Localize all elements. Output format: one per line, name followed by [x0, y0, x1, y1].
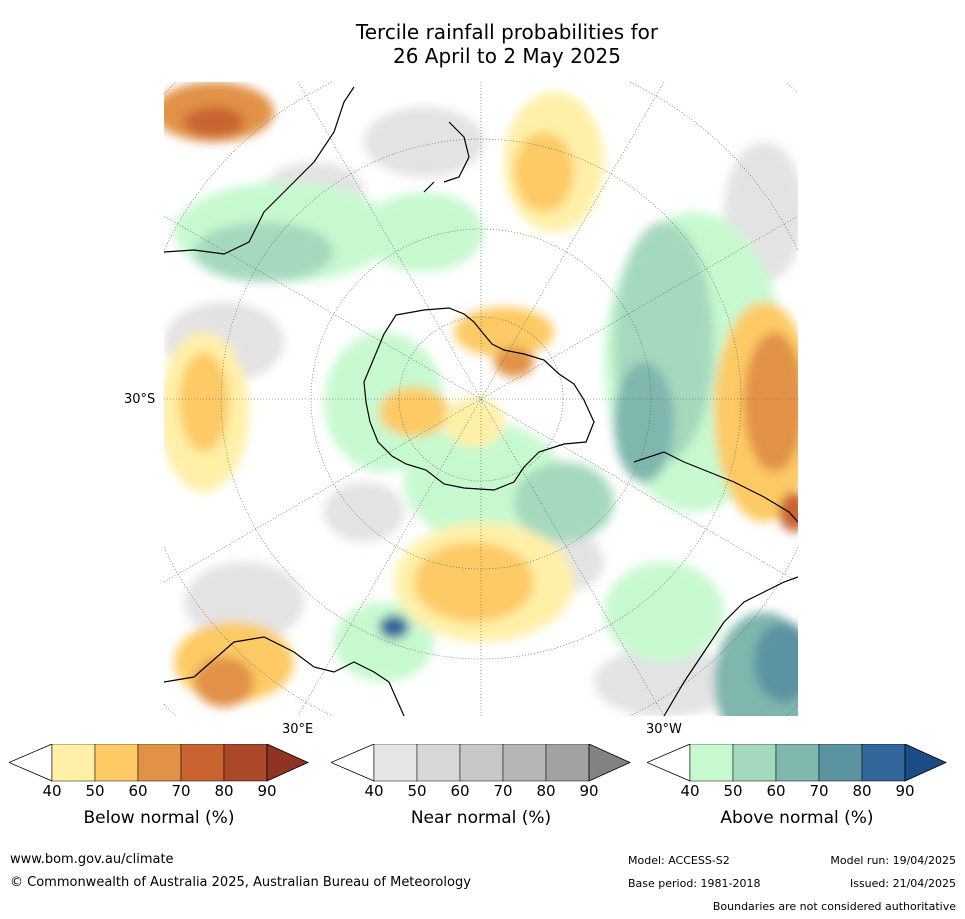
colorbar-near-low-arrow — [331, 744, 375, 782]
colorbar-below — [9, 744, 309, 782]
colorbar-above-swatch-1 — [689, 744, 734, 782]
tick-below-1: 40 — [42, 782, 62, 800]
colorbar-above-swatch-5 — [861, 744, 906, 782]
lon-label-30e: 30°E — [282, 722, 314, 737]
colorbar-near-label: Near normal (%) — [410, 808, 552, 828]
colorbar-below-swatch-4 — [180, 744, 225, 782]
lon-label-30w: 30°W — [646, 722, 682, 737]
graticule — [164, 82, 798, 716]
map-svg — [164, 82, 798, 716]
new-zealand-coast — [423, 121, 470, 193]
colorbar-above-swatch-2 — [732, 744, 777, 782]
footer-model-run: Model run: 19/04/2025 — [830, 854, 956, 867]
footer-base-period: Base period: 1981-2018 — [628, 877, 761, 890]
tick-above-5: 80 — [852, 782, 872, 800]
tick-above-1: 40 — [680, 782, 700, 800]
colorbar-above-low-arrow — [647, 744, 691, 782]
tick-above-2: 50 — [723, 782, 743, 800]
colorbar-near-swatch-2 — [416, 744, 461, 782]
colorbar-near-high-arrow — [588, 744, 631, 782]
colorbar-above-swatch-4 — [818, 744, 863, 782]
colorbar-below-low-arrow — [9, 744, 53, 782]
colorbar-below-swatch-1 — [51, 744, 96, 782]
lat-label-30s: 30°S — [124, 392, 156, 407]
map-title: Tercile rainfall probabilities for 26 Ap… — [0, 20, 965, 68]
footer-copyright: © Commonwealth of Australia 2025, Austra… — [10, 875, 471, 890]
footer-issued: Issued: 21/04/2025 — [849, 877, 956, 890]
colorbar-below-svg — [9, 744, 309, 782]
colorbar-above-label: Above normal (%) — [720, 808, 874, 828]
colorbar-near-swatch-4 — [502, 744, 547, 782]
coastlines — [164, 86, 798, 716]
colorbar-below-swatch-3 — [137, 744, 182, 782]
tick-below-4: 70 — [171, 782, 191, 800]
colorbar-near-swatch-3 — [459, 744, 504, 782]
australia-coast — [164, 86, 355, 255]
footer-model: Model: ACCESS-S2 — [628, 854, 730, 867]
tick-near-4: 70 — [493, 782, 513, 800]
probability-patches — [164, 82, 798, 716]
tick-above-6: 90 — [895, 782, 915, 800]
colorbar-near-svg — [331, 744, 631, 782]
tick-near-6: 90 — [579, 782, 599, 800]
footer-url: www.bom.gov.au/climate — [10, 852, 174, 867]
probability-map — [164, 82, 798, 716]
colorbar-above — [647, 744, 947, 782]
tick-above-4: 70 — [809, 782, 829, 800]
colorbar-near — [331, 744, 631, 782]
title-line-1: Tercile rainfall probabilities for — [355, 20, 659, 44]
colorbar-above-swatch-3 — [775, 744, 820, 782]
tick-below-2: 50 — [85, 782, 105, 800]
tick-above-3: 60 — [766, 782, 786, 800]
africa-coast — [164, 636, 405, 716]
colorbar-above-high-arrow — [904, 744, 947, 782]
title-line-2: 26 April to 2 May 2025 — [393, 44, 621, 68]
tick-below-5: 80 — [214, 782, 234, 800]
tick-near-3: 60 — [450, 782, 470, 800]
colorbar-below-swatch-5 — [223, 744, 268, 782]
tick-near-5: 80 — [536, 782, 556, 800]
colorbar-above-svg — [647, 744, 947, 782]
colorbar-below-high-arrow — [266, 744, 309, 782]
south-america-coast — [633, 451, 798, 523]
tick-near-2: 50 — [407, 782, 427, 800]
colorbar-below-label: Below normal (%) — [83, 808, 235, 828]
colorbar-below-swatch-2 — [94, 744, 139, 782]
colorbar-near-swatch-1 — [373, 744, 418, 782]
colorbar-near-swatch-5 — [545, 744, 590, 782]
tick-below-6: 90 — [257, 782, 277, 800]
south-africa-coast — [663, 576, 798, 716]
tick-below-3: 60 — [128, 782, 148, 800]
antarctica-coast — [363, 307, 595, 491]
tick-near-1: 40 — [364, 782, 384, 800]
footer-disclaimer: Boundaries are not considered authoritat… — [712, 900, 956, 913]
